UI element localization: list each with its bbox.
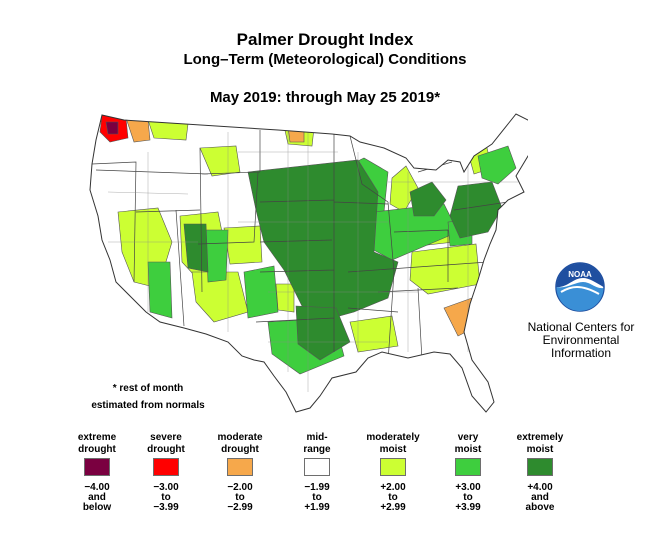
legend-swatch — [380, 458, 406, 476]
map-title: Palmer Drought Index — [236, 30, 414, 49]
legend-range: +2.00 to +2.99 — [380, 482, 406, 513]
source-line: National Centers for — [527, 320, 635, 334]
legend-label: very moist — [454, 432, 482, 455]
footnote: * rest of month estimated from normals — [78, 380, 218, 414]
legend-swatch — [227, 458, 253, 476]
map-period: May 2019: through May 25 2019* — [209, 89, 441, 106]
legend-label: extremely moist — [516, 432, 564, 455]
legend-range: −1.99 to +1.99 — [304, 482, 330, 513]
legend-label: extreme drought — [77, 432, 117, 455]
source-credit: National Centers for Environmental Infor… — [519, 321, 643, 360]
legend-range: +4.00 and above — [525, 482, 555, 513]
noaa-logo-icon: NOAA — [555, 262, 605, 312]
legend-swatch — [153, 458, 179, 476]
footnote-line: estimated from normals — [91, 400, 205, 411]
legend-swatch — [527, 458, 553, 476]
us-drought-map — [89, 113, 528, 413]
legend-range: −3.00 to −3.99 — [153, 482, 179, 513]
map-subtitle: Long–Term (Meteorological) Conditions — [183, 51, 467, 68]
legend-label: moderate drought — [217, 432, 263, 455]
legend-swatch — [304, 458, 330, 476]
legend-swatch — [84, 458, 110, 476]
source-line: Information — [550, 346, 612, 360]
legend-label: moderately moist — [366, 432, 420, 455]
legend-label: mid-range — [303, 432, 331, 455]
legend-range: −2.00 to −2.99 — [227, 482, 253, 513]
legend-range: +3.00 to +3.99 — [455, 482, 481, 513]
source-line: Environmental — [542, 333, 620, 347]
noaa-logo-text: NOAA — [568, 270, 592, 279]
footnote-line: * rest of month — [112, 383, 184, 394]
legend-swatch — [455, 458, 481, 476]
legend-label: severe drought — [147, 432, 185, 455]
legend-range: −4.00 and below — [82, 482, 112, 513]
